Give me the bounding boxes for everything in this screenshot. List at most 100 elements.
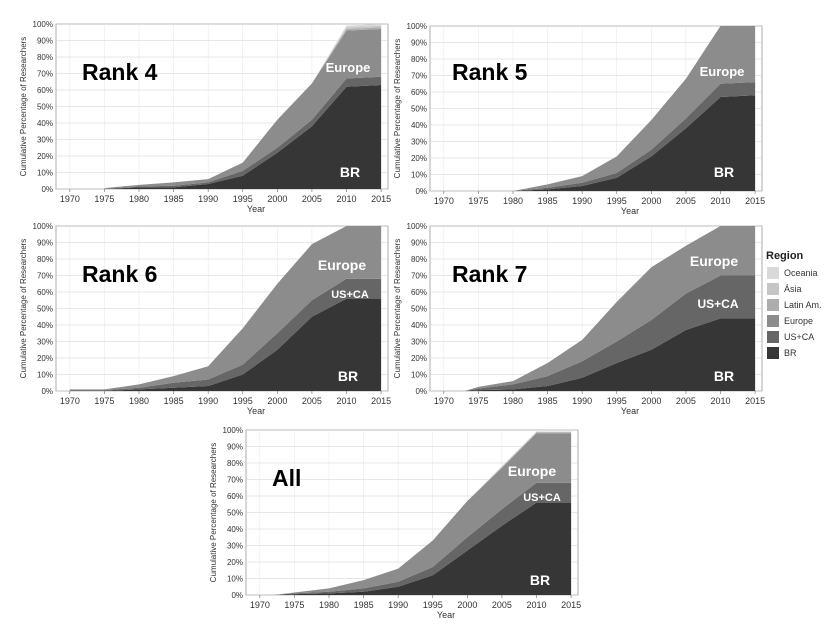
- x-tick-label: 1975: [94, 194, 114, 204]
- x-tick-label: 2010: [336, 396, 356, 406]
- x-tick-label: 1990: [388, 600, 408, 610]
- x-tick-label: 1990: [572, 196, 592, 206]
- y-tick-label: 90%: [37, 37, 53, 46]
- x-tick-label: 1990: [572, 396, 592, 406]
- x-tick-label: 1970: [60, 396, 80, 406]
- y-tick-label: 40%: [227, 525, 243, 534]
- x-tick-label: 1995: [607, 196, 627, 206]
- legend-swatch: [766, 314, 780, 328]
- y-tick-label: 10%: [37, 169, 53, 178]
- x-tick-label: 1970: [60, 194, 80, 204]
- area-br: [104, 85, 382, 189]
- legend-swatch: [766, 330, 780, 344]
- y-tick-label: 80%: [411, 55, 427, 64]
- legend-swatch: [766, 266, 780, 280]
- x-tick-label: 1985: [164, 396, 184, 406]
- y-tick-label: 100%: [407, 222, 427, 231]
- legend-item: Europe: [766, 313, 836, 329]
- x-tick-label: 2015: [371, 396, 391, 406]
- y-tick-label: 100%: [407, 22, 427, 31]
- region-annotation: Europe: [326, 60, 371, 75]
- x-tick-label: 2000: [641, 396, 661, 406]
- x-tick-label: 1995: [233, 396, 253, 406]
- area-br: [273, 502, 572, 595]
- legend-label: Ásia: [784, 284, 802, 294]
- region-annotation: US+CA: [697, 297, 738, 311]
- x-axis-label: Year: [621, 206, 639, 216]
- x-tick-label: 1995: [607, 396, 627, 406]
- y-axis-label: Cumulative Percentage of Researchers: [393, 239, 402, 379]
- x-tick-label: 2005: [302, 396, 322, 406]
- y-tick-label: 0%: [41, 185, 53, 194]
- y-tick-label: 10%: [411, 371, 427, 380]
- chart-panel: 0% 10% 20% 30% 40% 50% 60% 70% 80% 90% 100% 1970 197…: [19, 222, 391, 416]
- y-tick-label: 10%: [411, 171, 427, 180]
- area-europe: [69, 226, 382, 391]
- y-tick-label: 0%: [41, 387, 53, 396]
- x-tick-label: 2010: [336, 194, 356, 204]
- x-tick-label: 1975: [468, 396, 488, 406]
- y-tick-label: 0%: [415, 187, 427, 196]
- y-tick-label: 20%: [227, 558, 243, 567]
- panel-title: Rank 5: [452, 59, 528, 85]
- x-tick-label: 1980: [503, 196, 523, 206]
- region-annotation: US+CA: [331, 289, 369, 301]
- legend-item: Latin Am.: [766, 297, 836, 313]
- y-tick-label: 50%: [227, 509, 243, 518]
- legend-swatch: [766, 346, 780, 360]
- y-tick-label: 30%: [411, 338, 427, 347]
- y-tick-label: 60%: [227, 492, 243, 501]
- y-tick-label: 50%: [37, 305, 53, 314]
- x-tick-label: 1975: [94, 396, 114, 406]
- x-tick-label: 1995: [233, 194, 253, 204]
- legend-item: Ásia: [766, 281, 836, 297]
- area-us-ca: [69, 278, 382, 391]
- y-tick-label: 60%: [37, 288, 53, 297]
- area-br: [464, 318, 756, 391]
- y-tick-label: 10%: [227, 575, 243, 584]
- x-tick-label: 2010: [710, 196, 730, 206]
- y-tick-label: 100%: [33, 222, 53, 231]
- panel-title: Rank 6: [82, 261, 157, 287]
- y-tick-label: 90%: [227, 443, 243, 452]
- x-tick-label: 1980: [129, 194, 149, 204]
- y-tick-label: 30%: [37, 338, 53, 347]
- panel-title: All: [272, 465, 301, 491]
- x-tick-label: 2000: [641, 196, 661, 206]
- y-axis-label: Cumulative Percentage of Researchers: [19, 37, 28, 177]
- x-tick-label: 1990: [198, 194, 218, 204]
- chart-panel: 0% 10% 20% 30% 40% 50% 60% 70% 80% 90% 100% 1970 197…: [393, 222, 765, 416]
- legend-item: BR: [766, 345, 836, 361]
- y-tick-label: 70%: [411, 72, 427, 81]
- y-tick-label: 70%: [227, 476, 243, 485]
- y-tick-label: 100%: [223, 426, 243, 435]
- y-tick-label: 40%: [37, 321, 53, 330]
- legend: Region Oceania Ásia Latin Am. Europe US+CA BR: [766, 250, 836, 361]
- x-tick-label: 1995: [423, 600, 443, 610]
- x-tick-label: 2000: [457, 600, 477, 610]
- region-annotation: BR: [714, 164, 734, 180]
- x-tick-label: 1975: [468, 196, 488, 206]
- region-annotation: US+CA: [523, 492, 561, 504]
- y-tick-label: 60%: [411, 88, 427, 97]
- y-tick-label: 70%: [37, 272, 53, 281]
- x-tick-label: 2000: [267, 396, 287, 406]
- area-europe: [478, 26, 756, 191]
- x-tick-label: 2010: [710, 396, 730, 406]
- panel-title: Rank 4: [82, 59, 158, 85]
- y-tick-label: 80%: [37, 53, 53, 62]
- legend-item: US+CA: [766, 329, 836, 345]
- area-europe: [273, 433, 572, 595]
- y-tick-label: 20%: [411, 354, 427, 363]
- x-tick-label: 2015: [745, 196, 765, 206]
- legend-label: Europe: [784, 316, 814, 326]
- legend-label: US+CA: [784, 332, 815, 342]
- x-tick-label: 2015: [561, 600, 581, 610]
- area-us-ca: [464, 275, 756, 391]
- x-tick-label: 1985: [538, 196, 558, 206]
- region-annotation: BR: [338, 368, 358, 384]
- region-annotation: Europe: [508, 463, 556, 479]
- chart-panel: 0% 10% 20% 30% 40% 50% 60% 70% 80% 90% 100% 1970 197…: [393, 22, 765, 216]
- region-annotation: Europe: [700, 64, 745, 79]
- x-tick-label: 1985: [354, 600, 374, 610]
